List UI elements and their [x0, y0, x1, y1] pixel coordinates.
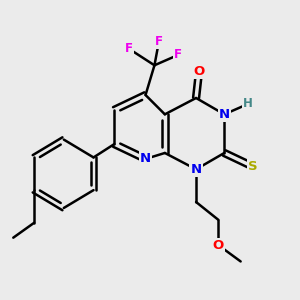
Text: F: F	[125, 42, 133, 56]
Text: N: N	[140, 152, 151, 165]
Text: O: O	[213, 238, 224, 252]
Text: F: F	[155, 35, 163, 48]
Text: N: N	[190, 163, 202, 176]
Text: N: N	[219, 108, 230, 121]
Text: S: S	[248, 160, 257, 173]
Text: H: H	[243, 98, 253, 110]
Text: F: F	[174, 48, 182, 62]
Text: O: O	[194, 65, 205, 78]
